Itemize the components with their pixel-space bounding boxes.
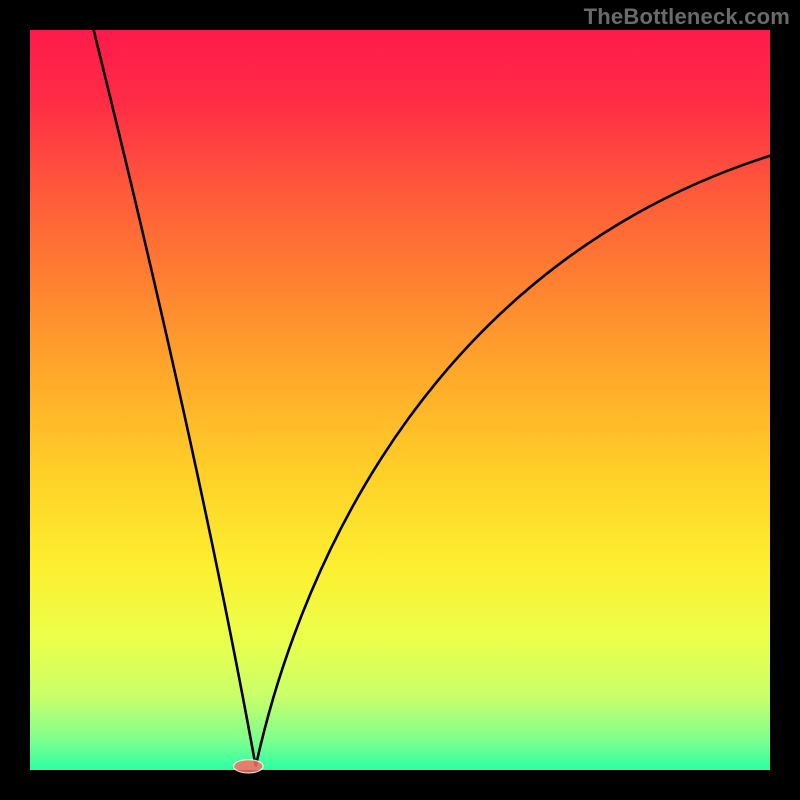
watermark-text: TheBottleneck.com [584, 4, 790, 30]
chart-container: TheBottleneck.com [0, 0, 800, 800]
plot-background [30, 30, 770, 770]
optimal-point-marker [234, 760, 264, 773]
bottleneck-chart [0, 0, 800, 800]
